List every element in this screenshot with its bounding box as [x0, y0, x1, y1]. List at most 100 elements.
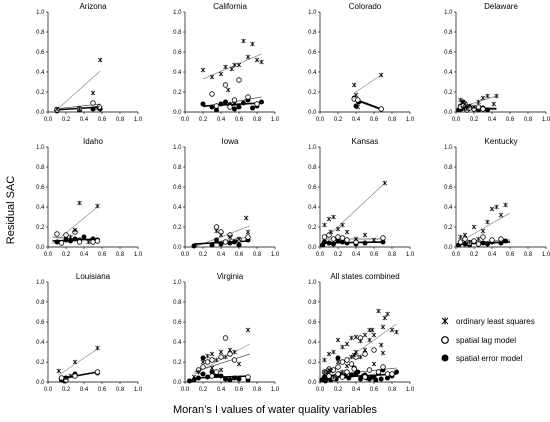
point-spatial-lag — [227, 351, 233, 357]
point-ols — [491, 101, 497, 107]
x-tick-label: 1.0 — [406, 252, 415, 258]
point-ols — [353, 92, 359, 98]
point-spatial-lag — [344, 237, 350, 243]
point-ols — [241, 38, 246, 44]
point-ols — [227, 347, 233, 353]
point-ols — [349, 354, 354, 360]
point-ols — [358, 338, 363, 344]
point-ols — [72, 227, 78, 233]
x-tick-label: 0.0 — [44, 387, 53, 393]
point-ols — [72, 359, 78, 365]
panel: Arizona 0.0 0.2 0.4 0.6 0.8 1.0 0.0 0.2 0.4 0.6 0.8… — [36, 2, 143, 123]
point-ols — [367, 337, 372, 343]
x-tick-label: 0.4 — [352, 387, 361, 393]
panel-grid: Arizona 0.0 0.2 0.4 0.6 0.8 1.0 0.0 0.2 0.4 0.6 0.8… — [36, 2, 550, 393]
point-spatial-error — [200, 371, 206, 377]
y-tick-label: 0.6 — [308, 50, 317, 56]
point-spatial-lag — [375, 369, 382, 375]
point-spatial-lag — [480, 234, 486, 240]
point-ols — [56, 368, 62, 374]
point-spatial-error — [503, 238, 508, 244]
x-tick-label: 1.0 — [542, 117, 550, 123]
point-ols — [458, 234, 463, 240]
y-tick-label: 0.6 — [444, 50, 453, 56]
point-spatial-lag — [76, 239, 83, 245]
point-spatial-error — [394, 369, 399, 375]
point-spatial-error — [335, 238, 341, 244]
point-ols — [371, 237, 377, 243]
x-tick-label: 0.6 — [235, 387, 244, 393]
point-spatial-lag — [204, 359, 211, 365]
point-ols — [353, 334, 359, 340]
point-spatial-lag — [222, 82, 229, 88]
y-tick-label: 1.0 — [173, 145, 182, 151]
point-ols — [378, 72, 384, 78]
point-ols — [214, 228, 219, 234]
x-tick-label: 0.8 — [253, 117, 262, 123]
point-spatial-lag — [380, 364, 386, 370]
point-ols — [322, 369, 327, 375]
point-spatial-lag — [335, 371, 341, 377]
x-tick-label: 1.0 — [406, 117, 415, 123]
point-ols — [380, 324, 386, 330]
point-ols — [236, 361, 242, 367]
y-tick-label: 0.4 — [308, 70, 317, 76]
y-tick-label: 0.4 — [444, 205, 453, 211]
panel: Colorado 0.0 0.2 0.4 0.6 0.8 1.0 0.0 0.2 0.4 0.6 0.… — [308, 2, 415, 123]
point-ols — [229, 66, 235, 72]
point-ols — [344, 229, 350, 235]
panel: Virginia 0.0 0.2 0.4 0.6 0.8 1.0 0.0 0.2 0.4 0.6 0.… — [173, 272, 280, 393]
point-spatial-error — [259, 99, 264, 105]
point-spatial-lag — [366, 367, 373, 373]
point-spatial-error — [68, 238, 73, 244]
panel: California 0.0 0.2 0.4 0.6 0.8 1.0 0.0 0.2 0.4 0.6… — [173, 2, 280, 123]
y-tick-label: 0.0 — [36, 110, 45, 116]
x-tick-label: 0.0 — [181, 117, 190, 123]
point-spatial-lag — [480, 106, 486, 112]
point-ols — [232, 349, 237, 355]
y-tick-label: 0.2 — [308, 90, 317, 96]
y-tick-label: 0.6 — [308, 320, 317, 326]
y-tick-label: 0.8 — [444, 30, 453, 36]
y-tick-label: 1.0 — [444, 10, 453, 16]
y-axis-label: Residual SAC — [5, 176, 17, 245]
y-tick-label: 0.0 — [173, 245, 182, 251]
point-spatial-error — [200, 101, 206, 107]
point-spatial-error — [485, 107, 490, 113]
point-spatial-error — [223, 99, 228, 105]
panel: Iowa 0.0 0.2 0.4 0.6 0.8 1.0 0.0 0.2 0.4 0.6 0.8 1.0 — [173, 137, 280, 258]
point-spatial-lag — [227, 104, 233, 110]
point-spatial-error — [355, 369, 361, 375]
panel-title: All states combined — [330, 272, 399, 281]
point-ols — [340, 344, 345, 350]
point-spatial-lag — [321, 234, 328, 240]
point-spatial-error — [90, 106, 96, 112]
point-spatial-lag — [94, 238, 101, 244]
panel-title: Colorado — [349, 2, 382, 11]
point-ols — [331, 374, 336, 380]
x-tick-label: 0.0 — [44, 252, 53, 258]
point-spatial-lag — [231, 97, 238, 103]
legend-label-err: spatial error model — [456, 354, 522, 363]
point-spatial-lag — [339, 359, 346, 365]
point-spatial-lag — [245, 234, 251, 240]
y-tick-label: 0.0 — [444, 245, 453, 251]
point-ols — [95, 203, 100, 209]
point-ols — [243, 215, 249, 221]
point-spatial-error — [72, 236, 78, 242]
point-spatial-lag — [326, 373, 332, 379]
y-tick-label: 1.0 — [308, 280, 317, 286]
point-ols — [485, 93, 490, 99]
point-spatial-error — [380, 239, 386, 245]
point-spatial-error — [335, 355, 341, 361]
y-tick-label: 0.8 — [36, 300, 45, 306]
point-spatial-error — [218, 101, 224, 107]
x-tick-label: 0.0 — [181, 387, 190, 393]
point-ols — [394, 329, 399, 335]
point-spatial-lag — [209, 357, 215, 363]
y-tick-label: 0.4 — [36, 205, 45, 211]
point-ols — [250, 41, 255, 47]
point-spatial-lag — [245, 374, 251, 380]
point-spatial-lag — [209, 373, 215, 379]
